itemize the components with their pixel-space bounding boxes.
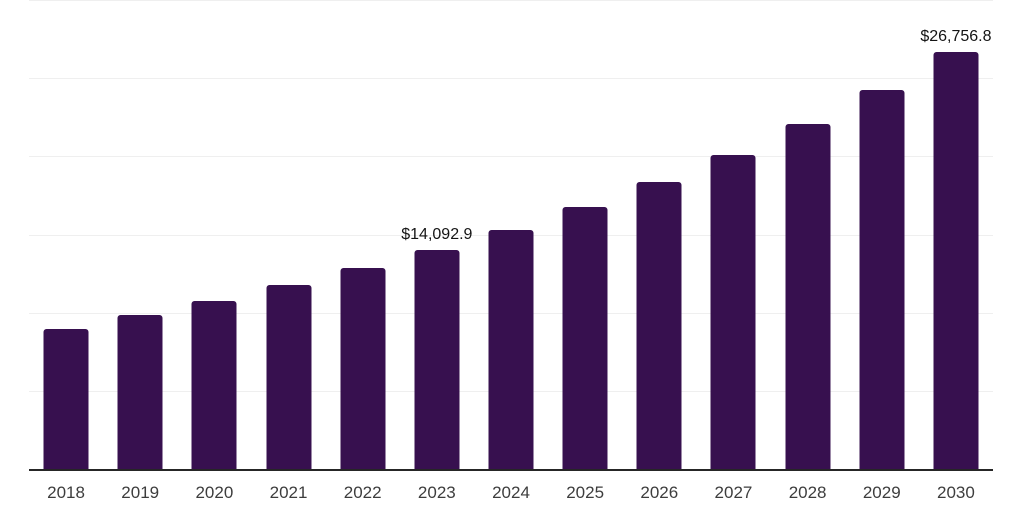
x-tick-2019: 2019 [121, 483, 160, 502]
data-label-2023: $14,092.9 [401, 225, 473, 243]
plot-area: $14,092.9 $26,756.8 [29, 0, 993, 470]
bar-2030: $26,756.8 [920, 28, 992, 470]
x-tick-2023: 2023 [417, 483, 456, 502]
x-tick-2018: 2018 [47, 483, 85, 502]
bar-2022 [340, 268, 386, 470]
data-label-2030: $26,756.8 [920, 27, 992, 45]
gridline-20000 [29, 156, 993, 158]
bar-2026 [636, 182, 682, 470]
x-tick-2024: 2024 [492, 483, 530, 502]
gridline-25000 [29, 78, 993, 80]
x-tick-2026: 2026 [640, 483, 679, 502]
bar-2020 [191, 301, 237, 470]
x-tick-2027: 2027 [714, 483, 753, 502]
x-axis-line [29, 469, 993, 471]
gridline-30000 [29, 0, 993, 1]
x-tick-2022: 2022 [343, 483, 382, 502]
x-tick-2020: 2020 [195, 483, 234, 502]
bar-2028 [785, 123, 831, 470]
bar-2023: $14,092.9 [401, 226, 472, 470]
x-tick-2029: 2029 [862, 483, 901, 502]
bar-2021 [266, 284, 312, 470]
x-tick-2028: 2028 [788, 483, 827, 502]
bar-2019 [117, 315, 163, 470]
bar-2024 [488, 229, 534, 470]
bar-2018 [43, 329, 89, 470]
x-tick-2030: 2030 [937, 483, 975, 502]
bar-2029 [859, 90, 905, 470]
bar-2025 [562, 206, 608, 470]
x-tick-2025: 2025 [566, 483, 605, 502]
bar-2027 [710, 154, 756, 470]
x-axis-labels: 2018 2019 2020 2021 2022 2023 2024 2025 2026 2027… [29, 483, 993, 507]
x-tick-2021: 2021 [269, 483, 308, 502]
